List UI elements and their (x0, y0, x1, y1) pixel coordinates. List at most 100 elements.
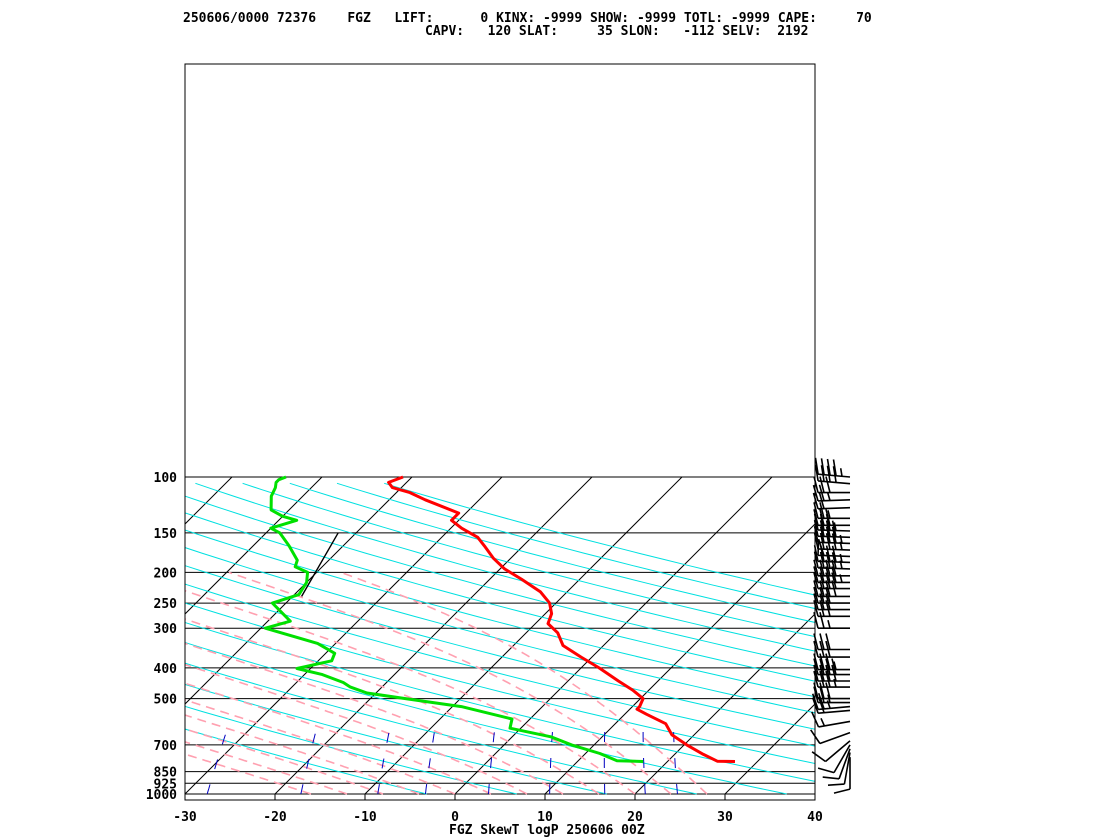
wind-barb-shape (813, 586, 850, 604)
moist-adiabat--4 (185, 714, 420, 795)
wind-barb-shape (827, 752, 851, 786)
wind-barb-545 (811, 696, 851, 714)
mixing-ratio-16 (642, 723, 646, 795)
wind-barb-shape (833, 757, 851, 794)
pressure-label-925: 925 (154, 777, 177, 792)
wind-barb-shape (811, 693, 851, 711)
wind-barb-shape (813, 664, 850, 682)
moist-adiabat-4 (185, 682, 492, 795)
wind-barb-105 (814, 464, 851, 485)
isotherm--40 (185, 476, 413, 705)
wind-barb-112 (813, 476, 850, 494)
wind-barb-shape (811, 711, 851, 728)
dry-adiabat-370 (185, 529, 815, 698)
dry-adiabat-410 (242, 482, 815, 638)
wind-barb-500 (813, 682, 850, 700)
dry-adiabat-350 (185, 565, 815, 730)
mixing-ratio-20 (672, 723, 678, 795)
temp-label-20: 20 (627, 810, 643, 825)
wind-barb-250 (813, 586, 850, 604)
mixing-ratio-12 (603, 723, 606, 795)
wind-barb-765 (833, 757, 851, 794)
temperature-trace (387, 475, 736, 763)
wind-barb-shape (814, 464, 851, 485)
plot-frame (184, 63, 816, 801)
dry-adiabat-380 (185, 512, 815, 682)
pressure-label-150: 150 (154, 527, 178, 542)
dry-adiabat-340 (185, 583, 815, 747)
wind-barb-100 (814, 457, 851, 478)
wind-barb-shape (813, 509, 850, 527)
temp-label--20: -20 (263, 810, 287, 825)
wind-barb-shape (813, 670, 850, 688)
pressure-label-300: 300 (154, 622, 178, 637)
wind-barb-shape (822, 748, 851, 780)
pressure-label-1000: 1000 (146, 788, 177, 803)
dewpoint-trace (263, 475, 644, 763)
isotherm--30 (185, 476, 503, 795)
wind-barb-238 (813, 580, 850, 598)
wind-barb-shape (813, 476, 850, 494)
wind-barb-shape (813, 593, 850, 611)
pressure-label-850: 850 (154, 766, 178, 781)
wind-barb-shape (817, 744, 851, 774)
wind-barb-590 (811, 711, 851, 728)
wind-barb-142 (813, 509, 850, 527)
wind-barb-515 (813, 686, 850, 704)
wind-barb-640 (810, 729, 851, 745)
wind-barb-720 (822, 748, 851, 780)
isotherm--80 (0, 477, 52, 794)
moist-adiabat-24 (228, 571, 672, 795)
isotherm--50 (185, 476, 323, 615)
wind-barb-shape (813, 612, 850, 629)
wind-barb-shape (811, 740, 851, 763)
wind-barb-shape (813, 633, 850, 651)
wind-barb-shape (813, 686, 850, 704)
isotherm--20 (274, 476, 593, 795)
pressure-label-500: 500 (154, 693, 178, 708)
wind-barb-shape (810, 729, 851, 745)
mixing-ratio-0.4 (206, 723, 230, 795)
wind-barb-700 (817, 744, 851, 774)
dry-adiabat-400 (195, 482, 815, 652)
dry-adiabat-440 (384, 482, 815, 596)
isotherm-30 (724, 703, 815, 795)
chart-caption: FGZ SkewT logP 250606 00Z (449, 823, 645, 838)
wind-barb-300 (813, 612, 850, 629)
pressure-label-250: 250 (154, 597, 178, 612)
wind-barb-530 (811, 693, 851, 711)
moist-adiabat--12 (185, 741, 348, 795)
pressure-label-400: 400 (154, 662, 178, 677)
dry-adiabat-280 (185, 705, 517, 795)
temp-label-10: 10 (537, 810, 553, 825)
wind-barb-275 (813, 600, 850, 618)
moist-adiabat--16 (185, 753, 312, 795)
wind-barb-460 (813, 670, 850, 688)
isotherm--70 (0, 477, 142, 794)
wind-barb-shape (811, 696, 851, 714)
isotherm-20 (634, 613, 815, 795)
moist-adiabat-12 (185, 642, 564, 795)
mixing-ratio-5 (488, 723, 496, 795)
temp-label-40: 40 (807, 810, 823, 825)
pressure-label-100: 100 (154, 471, 178, 486)
temp-label-0: 0 (451, 810, 459, 825)
moist-adiabat-0 (185, 699, 456, 795)
wind-barb-440 (813, 664, 850, 682)
header-line-1: 250606/0000 72376 FGZ LIFT: 0 KINX: -999… (183, 11, 872, 26)
isotherm--10 (364, 476, 683, 795)
wind-barb-350 (813, 633, 850, 651)
dry-adiabat-360 (185, 547, 815, 714)
temperature-tick-labels: -30 -20 -10 0 10 20 30 40 (173, 794, 823, 825)
header-line-2: CAPV: 120 SLAT: 35 SLON: -112 SELV: 2192 (425, 24, 809, 39)
moist-adiabat-20 (185, 589, 636, 795)
moist-adiabat-8 (185, 663, 528, 795)
dry-adiabat-430 (336, 482, 815, 610)
wind-barb-shape (812, 484, 851, 502)
wind-barb-118 (812, 484, 851, 502)
parcel-trace (300, 532, 339, 597)
moist-adiabat-28 (340, 571, 708, 795)
mixing-ratio-2 (377, 723, 392, 795)
